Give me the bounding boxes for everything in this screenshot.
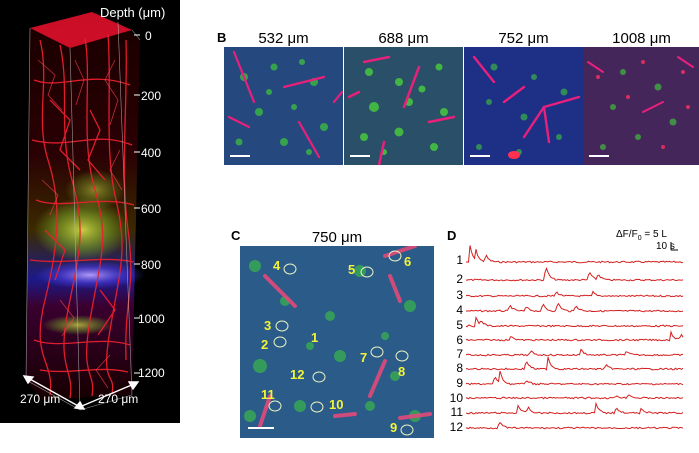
- panel-c-depth-label: 750 μm: [311, 229, 363, 246]
- depth-tick-400: 400: [141, 146, 162, 160]
- amplitude-scale-subscript: 0: [637, 235, 642, 242]
- cell-label-7: 7: [360, 350, 368, 365]
- trace-label-7: 7: [456, 347, 463, 361]
- trace-label-8: 8: [456, 361, 463, 375]
- depth-tick-200: 200: [141, 89, 162, 103]
- depth-label-752: 752 μm: [498, 30, 549, 47]
- cell-label-12: 12: [290, 367, 305, 382]
- cell-label-11: 11: [261, 387, 275, 402]
- cell-label-4: 4: [273, 258, 281, 273]
- panel-label-c: C: [231, 228, 241, 243]
- trace-8: [466, 357, 684, 371]
- cell-label-5: 5: [348, 262, 356, 277]
- trace-2: [466, 266, 684, 282]
- depth-label-1008: 1008 μm: [612, 30, 671, 47]
- scale-bar-752: [470, 155, 490, 157]
- calcium-traces: [466, 242, 684, 430]
- micrograph-1008: [583, 47, 699, 165]
- trace-label-11: 11: [450, 405, 463, 419]
- trace-label-3: 3: [456, 288, 463, 302]
- cell-label-9: 9: [390, 420, 398, 435]
- scale-bar-532: [230, 155, 250, 157]
- scale-bar-688: [350, 155, 370, 157]
- trace-7: [466, 348, 683, 357]
- depth-tick-800: 800: [141, 258, 162, 272]
- panel-label-d: D: [447, 228, 457, 243]
- cell-label-2: 2: [261, 337, 269, 352]
- trace-10: [466, 394, 684, 400]
- cell-label-3: 3: [264, 318, 272, 333]
- depth-tick-0: 0: [145, 29, 152, 43]
- panel-a-volume: Depth (μm) 0 200 400 600 800 1000 1200 2…: [0, 0, 180, 423]
- time-scale-label: 10 s: [656, 241, 675, 252]
- trace-label-6: 6: [456, 333, 463, 347]
- panel-label-b: B: [217, 30, 227, 45]
- trace-label-12: 12: [449, 420, 463, 434]
- scale-bar-1008: [589, 155, 609, 157]
- trace-scale-bar: [670, 242, 678, 251]
- trace-label-2: 2: [456, 272, 463, 286]
- depth-axis-title: Depth (μm): [100, 5, 166, 20]
- trace-5: [466, 316, 684, 328]
- depth-tick-1000: 1000: [138, 312, 165, 326]
- trace-11: [466, 401, 684, 415]
- depth-tick-600: 600: [141, 202, 162, 216]
- panel-c-micrograph: 1 2 3 4 5 6 7 8 9 10 11 12: [240, 246, 434, 438]
- trace-3: [466, 290, 684, 298]
- cell-label-6: 6: [404, 254, 412, 269]
- scale-bar-c: [248, 427, 274, 429]
- trace-label-9: 9: [456, 376, 463, 390]
- trace-12: [466, 421, 684, 430]
- trace-4: [466, 302, 684, 313]
- micrograph-532: [224, 47, 343, 165]
- width-label-right: 270 μm: [98, 392, 139, 406]
- panel-label-a: A: [3, 3, 13, 18]
- amplitude-scale-value: = 5 L: [644, 229, 667, 240]
- trace-6: [466, 329, 684, 342]
- trace-9: [466, 370, 684, 386]
- depth-tick-1200: 1200: [138, 366, 165, 380]
- trace-1: [466, 245, 684, 264]
- width-label-left: 270 μm: [20, 392, 61, 406]
- trace-label-5: 5: [456, 318, 463, 332]
- cell-label-1: 1: [311, 330, 319, 345]
- trace-label-1: 1: [456, 253, 463, 267]
- cell-label-10: 10: [329, 397, 344, 412]
- amplitude-scale-label: ΔF/F0 = 5 L: [616, 229, 667, 242]
- amplitude-scale-symbol: ΔF/F: [616, 229, 638, 240]
- cell-label-8: 8: [398, 364, 406, 379]
- micrograph-688: [344, 47, 463, 165]
- depth-label-532: 532 μm: [258, 30, 309, 47]
- micrograph-752: [464, 47, 583, 165]
- trace-label-4: 4: [456, 303, 463, 317]
- trace-label-10: 10: [449, 391, 463, 405]
- volume-rendering: [22, 12, 145, 411]
- depth-label-688: 688 μm: [378, 30, 429, 47]
